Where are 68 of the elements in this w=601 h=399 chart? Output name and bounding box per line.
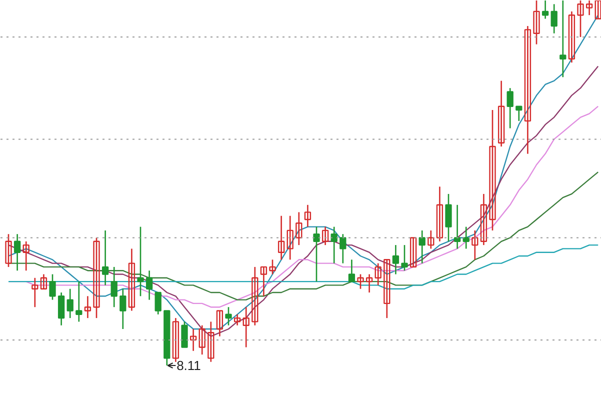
candlestick — [22, 240, 30, 272]
candlestick — [462, 226, 470, 250]
candlestick — [128, 248, 136, 312]
candlestick — [296, 212, 302, 246]
candlestick — [234, 314, 241, 326]
candlestick — [357, 274, 364, 290]
candlestick — [110, 266, 118, 308]
candlestick — [366, 274, 373, 294]
candlestick — [428, 230, 434, 250]
candlestick — [418, 230, 426, 264]
candlestick — [313, 226, 320, 282]
candlestick — [278, 215, 285, 260]
candlestick — [76, 280, 82, 322]
candlestick — [40, 274, 48, 290]
candlestick — [568, 10, 576, 64]
candlestick — [445, 193, 452, 242]
candlestick — [32, 277, 38, 308]
candlestick — [594, 0, 601, 20]
candlestick — [216, 310, 224, 337]
candlestick — [374, 262, 382, 286]
candlestick — [146, 270, 153, 300]
candlestick — [322, 226, 329, 246]
candlestick — [340, 233, 346, 264]
candlestick — [181, 321, 188, 348]
candlestick — [190, 328, 197, 352]
candlestick — [137, 226, 144, 297]
candlestick — [208, 321, 214, 362]
candlestick — [454, 204, 461, 250]
candlestick — [304, 204, 312, 228]
candlestick — [93, 237, 100, 319]
candlestick — [506, 87, 514, 129]
candlestick — [542, 0, 549, 20]
candlestick — [498, 80, 505, 148]
candlestick — [154, 292, 162, 316]
candlestick — [410, 237, 417, 268]
candlestick — [524, 25, 532, 154]
candlestick — [252, 266, 258, 326]
candlestick — [225, 306, 232, 326]
candlestick — [66, 288, 74, 319]
candlestick — [260, 266, 268, 297]
candlestick — [348, 259, 356, 282]
candlestick — [533, 0, 540, 45]
candlestick — [480, 193, 488, 246]
candlestick — [550, 4, 558, 34]
candlestick — [269, 259, 276, 275]
candlestick — [577, 0, 584, 38]
candlestick — [560, 0, 566, 78]
annotation: 8.11 — [176, 358, 201, 373]
candlestick — [586, 0, 593, 16]
candlestick — [102, 230, 109, 286]
candlestick — [392, 244, 400, 275]
candlestick — [384, 259, 390, 319]
candlestick — [198, 324, 206, 356]
candlestick — [489, 109, 496, 232]
candlestick — [49, 274, 56, 300]
candlestick — [516, 106, 522, 122]
candlestick — [14, 233, 21, 272]
candlestick — [242, 306, 250, 348]
candlestick — [286, 215, 294, 260]
candlestick — [84, 296, 92, 319]
candlestick — [330, 226, 338, 264]
candlestick — [401, 244, 408, 272]
candlestick — [5, 233, 12, 268]
candlestick — [472, 230, 478, 260]
candlestick — [58, 292, 65, 326]
candlestick — [436, 186, 444, 242]
candlestick — [172, 317, 180, 362]
candlestick — [120, 288, 126, 330]
